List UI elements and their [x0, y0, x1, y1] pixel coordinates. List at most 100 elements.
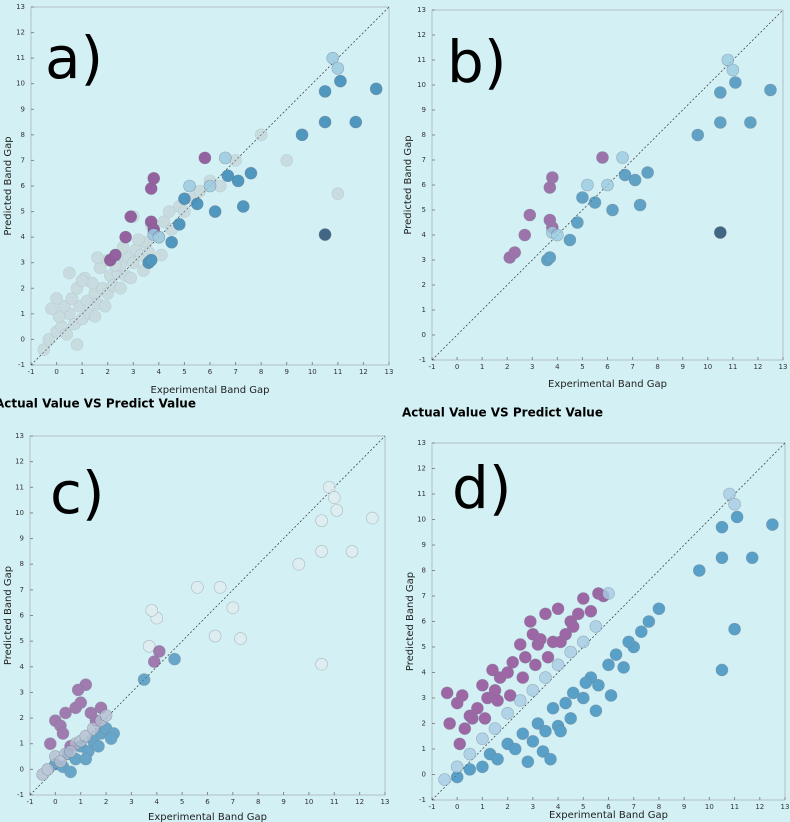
- point: [80, 294, 94, 308]
- point: [606, 203, 619, 217]
- point: [73, 299, 86, 313]
- point: [478, 712, 492, 725]
- point: [745, 551, 759, 565]
- point: [531, 717, 545, 730]
- x-tick-label: 11: [730, 803, 739, 811]
- point: [96, 281, 109, 295]
- x-tick-label: -1: [429, 363, 436, 371]
- point: [173, 218, 186, 231]
- x-tick-label: 13: [385, 368, 394, 376]
- point: [588, 196, 602, 209]
- y-tick-label: 10: [417, 516, 426, 524]
- y-tick-label: 13: [417, 6, 426, 14]
- y-tick-label: 8: [20, 560, 24, 568]
- series: [142, 480, 379, 671]
- point: [715, 520, 729, 534]
- point: [234, 632, 247, 645]
- point: [231, 174, 245, 188]
- x-tick-label: 4: [155, 798, 160, 806]
- y-tick-label: 0: [21, 335, 25, 343]
- point: [571, 216, 584, 229]
- y-tick-label: 12: [16, 29, 25, 37]
- x-tick-label: 1: [80, 368, 84, 376]
- x-tick-label: 5: [581, 803, 585, 811]
- point: [71, 683, 85, 697]
- point: [501, 666, 514, 679]
- point: [516, 727, 530, 741]
- y-tick-label: 5: [422, 643, 426, 651]
- x-tick-label: 12: [355, 798, 364, 806]
- point: [129, 243, 143, 257]
- point: [52, 310, 66, 323]
- y-tick-label: 10: [417, 81, 426, 89]
- y-tick-label: -1: [18, 361, 25, 369]
- point: [691, 128, 705, 142]
- panel-label: d): [452, 454, 511, 522]
- y-tick-label: 4: [422, 231, 427, 239]
- y-tick-label: 0: [422, 771, 426, 779]
- y-tick-label: 1: [422, 306, 426, 314]
- point: [564, 645, 577, 659]
- series: [318, 228, 332, 241]
- series: [440, 587, 610, 751]
- point: [453, 737, 467, 751]
- y-tick-label: 8: [422, 567, 426, 575]
- chart-title: Actual Value VS Predict Value: [402, 406, 603, 420]
- point: [75, 274, 89, 287]
- point: [366, 511, 379, 525]
- point: [715, 551, 729, 565]
- x-tick-label: 6: [605, 363, 610, 371]
- point: [322, 480, 336, 494]
- point: [88, 287, 102, 300]
- y-tick-label: 2: [422, 720, 426, 728]
- point: [157, 215, 171, 229]
- point: [764, 83, 777, 97]
- x-tick-label: 4: [157, 368, 162, 376]
- y-tick-label: 10: [16, 80, 25, 88]
- x-tick-label: 2: [505, 803, 509, 811]
- point: [471, 701, 484, 715]
- point: [523, 208, 537, 222]
- point: [334, 74, 347, 88]
- x-tick-label: 9: [680, 363, 684, 371]
- point: [79, 752, 93, 766]
- point: [715, 663, 729, 677]
- x-tick-label: 2: [505, 363, 509, 371]
- point: [744, 116, 757, 129]
- x-tick-label: 6: [606, 803, 611, 811]
- x-tick-label: -1: [27, 798, 34, 806]
- x-tick-label: 10: [703, 363, 712, 371]
- y-axis-label: Predicted Band Gap: [3, 136, 14, 235]
- point: [50, 292, 63, 305]
- point: [576, 635, 590, 649]
- point: [144, 253, 158, 267]
- y-tick-label: 4: [20, 663, 25, 671]
- point: [93, 261, 107, 275]
- point: [589, 704, 603, 718]
- point: [99, 709, 113, 722]
- x-axis-label: Experimental Band Gap: [151, 385, 270, 396]
- point: [513, 638, 527, 651]
- x-tick-label: 5: [182, 368, 186, 376]
- point: [728, 622, 741, 636]
- point: [714, 116, 727, 129]
- point: [534, 633, 547, 646]
- x-tick-label: 9: [281, 798, 285, 806]
- point: [121, 251, 135, 264]
- point: [104, 732, 118, 745]
- y-tick-label: 9: [422, 541, 426, 549]
- point: [64, 765, 77, 779]
- x-tick-label: 1: [480, 363, 484, 371]
- x-tick-label: 1: [480, 803, 484, 811]
- y-axis-label: Predicted Band Gap: [405, 572, 416, 671]
- y-tick-label: 8: [21, 131, 25, 139]
- point: [198, 151, 212, 165]
- point: [43, 737, 57, 751]
- point: [564, 712, 577, 725]
- point: [92, 739, 105, 753]
- point: [541, 650, 555, 664]
- point: [68, 317, 81, 331]
- point: [111, 266, 125, 280]
- y-axis-label: Predicted Band Gap: [3, 566, 14, 665]
- series: [541, 76, 777, 267]
